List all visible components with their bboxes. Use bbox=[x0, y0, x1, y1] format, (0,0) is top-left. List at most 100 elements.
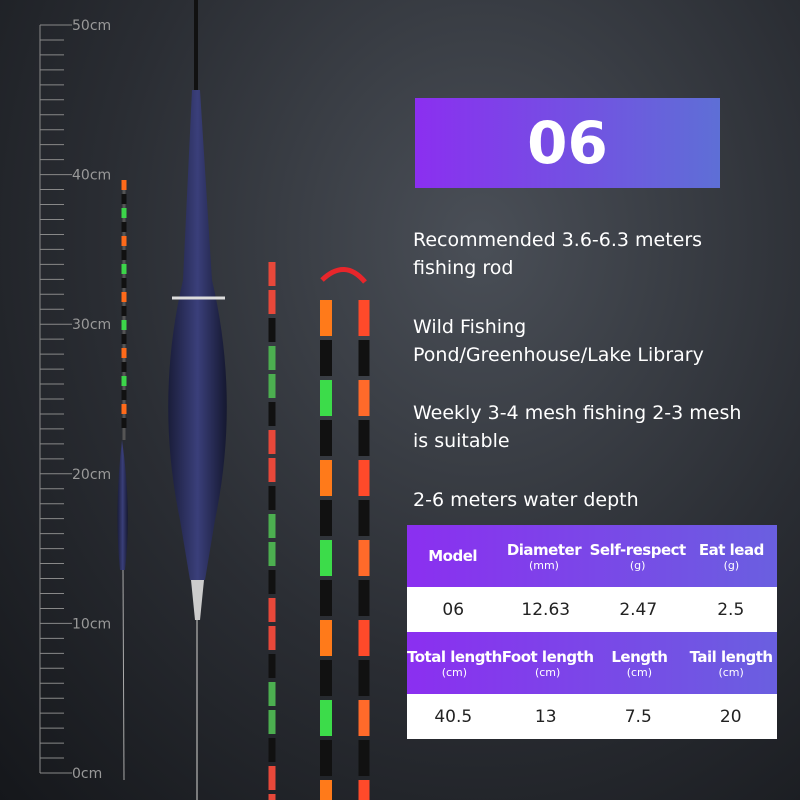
tip-segment bbox=[358, 780, 370, 800]
tip-segment bbox=[320, 660, 332, 696]
tip-segment bbox=[268, 794, 276, 800]
model-badge: 06 bbox=[415, 98, 720, 188]
ruler-label: 40cm bbox=[72, 168, 111, 184]
tip-segment bbox=[320, 380, 332, 416]
feature: Recommended 3.6-6.3 meters fishing rod bbox=[413, 229, 703, 279]
tip-segment bbox=[268, 738, 276, 762]
header-row: Total length (cm) Foot length (cm) Length (cm… bbox=[407, 632, 777, 694]
tip-segment bbox=[268, 626, 276, 650]
ruler-label: 0cm bbox=[72, 766, 102, 782]
tip-segment bbox=[121, 222, 127, 232]
tip-segment bbox=[121, 250, 127, 260]
tip-segment bbox=[358, 540, 370, 576]
tip-segment bbox=[268, 262, 276, 286]
small-line bbox=[122, 569, 125, 781]
tip-segment bbox=[320, 780, 332, 800]
tip-segment bbox=[320, 420, 332, 456]
tip-segment bbox=[358, 460, 370, 496]
tip-segment bbox=[358, 740, 370, 776]
float-foot bbox=[191, 580, 204, 620]
feature: Wild Fishing Pond/Greenhouse/Lake Librar… bbox=[413, 316, 704, 366]
tip-segment bbox=[320, 540, 332, 576]
header-cell: Tail length (cm) bbox=[685, 632, 777, 694]
header-cell: Diameter (mm) bbox=[498, 525, 589, 587]
tip-segment bbox=[121, 180, 127, 190]
header-cell: Eat lead (g) bbox=[686, 525, 777, 587]
tip-segment bbox=[121, 390, 127, 400]
tip-segment bbox=[268, 514, 276, 538]
tip-segment bbox=[121, 208, 127, 218]
tip-segment bbox=[358, 380, 370, 416]
tip-segment bbox=[121, 306, 127, 316]
header-row: Model Diameter (mm) Self-respect (g) Eat lead… bbox=[407, 525, 777, 587]
value: 13 bbox=[534, 706, 557, 727]
tip-segment bbox=[268, 458, 276, 482]
header-name: Eat lead bbox=[698, 540, 764, 559]
header-name: Foot length bbox=[501, 647, 594, 666]
tip-segment bbox=[268, 374, 276, 398]
tip-segment bbox=[268, 766, 276, 790]
tip-segment bbox=[268, 486, 276, 510]
tip-segment bbox=[268, 402, 276, 426]
tip-segment bbox=[121, 376, 127, 386]
tip-segment bbox=[268, 710, 276, 734]
value-cell: 2.5 bbox=[685, 587, 778, 632]
tip-segment bbox=[268, 346, 276, 370]
tip-segment bbox=[121, 194, 127, 204]
header-cell: Model bbox=[407, 525, 498, 587]
header-unit: (cm) bbox=[534, 665, 561, 679]
tip-segment bbox=[121, 362, 127, 372]
value-cell: 20 bbox=[685, 694, 778, 739]
value-row: 40.5 13 7.5 20 bbox=[407, 694, 777, 739]
tip-segment bbox=[358, 340, 370, 376]
tip-segment bbox=[320, 620, 332, 656]
tip-segment bbox=[121, 404, 127, 414]
tip-segment bbox=[268, 542, 276, 566]
tip-segment bbox=[121, 264, 127, 274]
tip-segment bbox=[358, 500, 370, 536]
tip-segment bbox=[358, 660, 370, 696]
header-cell: Length (cm) bbox=[594, 632, 686, 694]
value: 2.47 bbox=[619, 599, 658, 620]
tip-segment bbox=[121, 348, 127, 358]
header-name: Self-respect bbox=[589, 540, 687, 559]
value: 7.5 bbox=[624, 706, 652, 727]
tip-segment bbox=[121, 278, 127, 288]
header-unit: (cm) bbox=[718, 665, 744, 679]
tip-segment bbox=[268, 570, 276, 594]
value-cell: 40.5 bbox=[407, 694, 500, 739]
tip-segment bbox=[121, 334, 127, 344]
value: 40.5 bbox=[434, 706, 473, 727]
ruler-label: 50cm bbox=[72, 18, 111, 34]
arrow bbox=[320, 267, 367, 284]
tip-segment bbox=[320, 460, 332, 496]
tip-segment bbox=[268, 682, 276, 706]
tip-segment bbox=[358, 300, 370, 336]
tip-segment bbox=[268, 430, 276, 454]
tip-segment bbox=[268, 654, 276, 678]
tip-segment bbox=[358, 620, 370, 656]
feature: Weekly 3-4 mesh fishing 2-3 mesh is suit… bbox=[413, 402, 742, 452]
feature: 2-6 meters water depth bbox=[413, 489, 639, 511]
value-cell: 13 bbox=[500, 694, 593, 739]
tip-segment bbox=[121, 292, 127, 302]
tip-segment bbox=[121, 320, 127, 330]
header-name: Diameter bbox=[506, 540, 582, 559]
tip-segment bbox=[358, 580, 370, 616]
small-float bbox=[117, 440, 128, 570]
tip-segment bbox=[358, 700, 370, 736]
value-cell: 06 bbox=[407, 587, 500, 632]
value-cell: 12.63 bbox=[500, 587, 593, 632]
header-unit: (g) bbox=[629, 558, 646, 572]
header-name: Total length bbox=[407, 647, 502, 666]
spec-table: Model Diameter (mm) Self-respect (g) Eat lead… bbox=[407, 525, 777, 739]
tip-segment bbox=[320, 700, 332, 736]
tip-segment bbox=[121, 418, 127, 428]
tip-segment bbox=[320, 300, 332, 336]
tip-segment bbox=[268, 290, 276, 314]
header-unit: (g) bbox=[723, 558, 740, 572]
header-name: Length bbox=[611, 647, 668, 666]
ruler-label: 20cm bbox=[72, 467, 111, 483]
